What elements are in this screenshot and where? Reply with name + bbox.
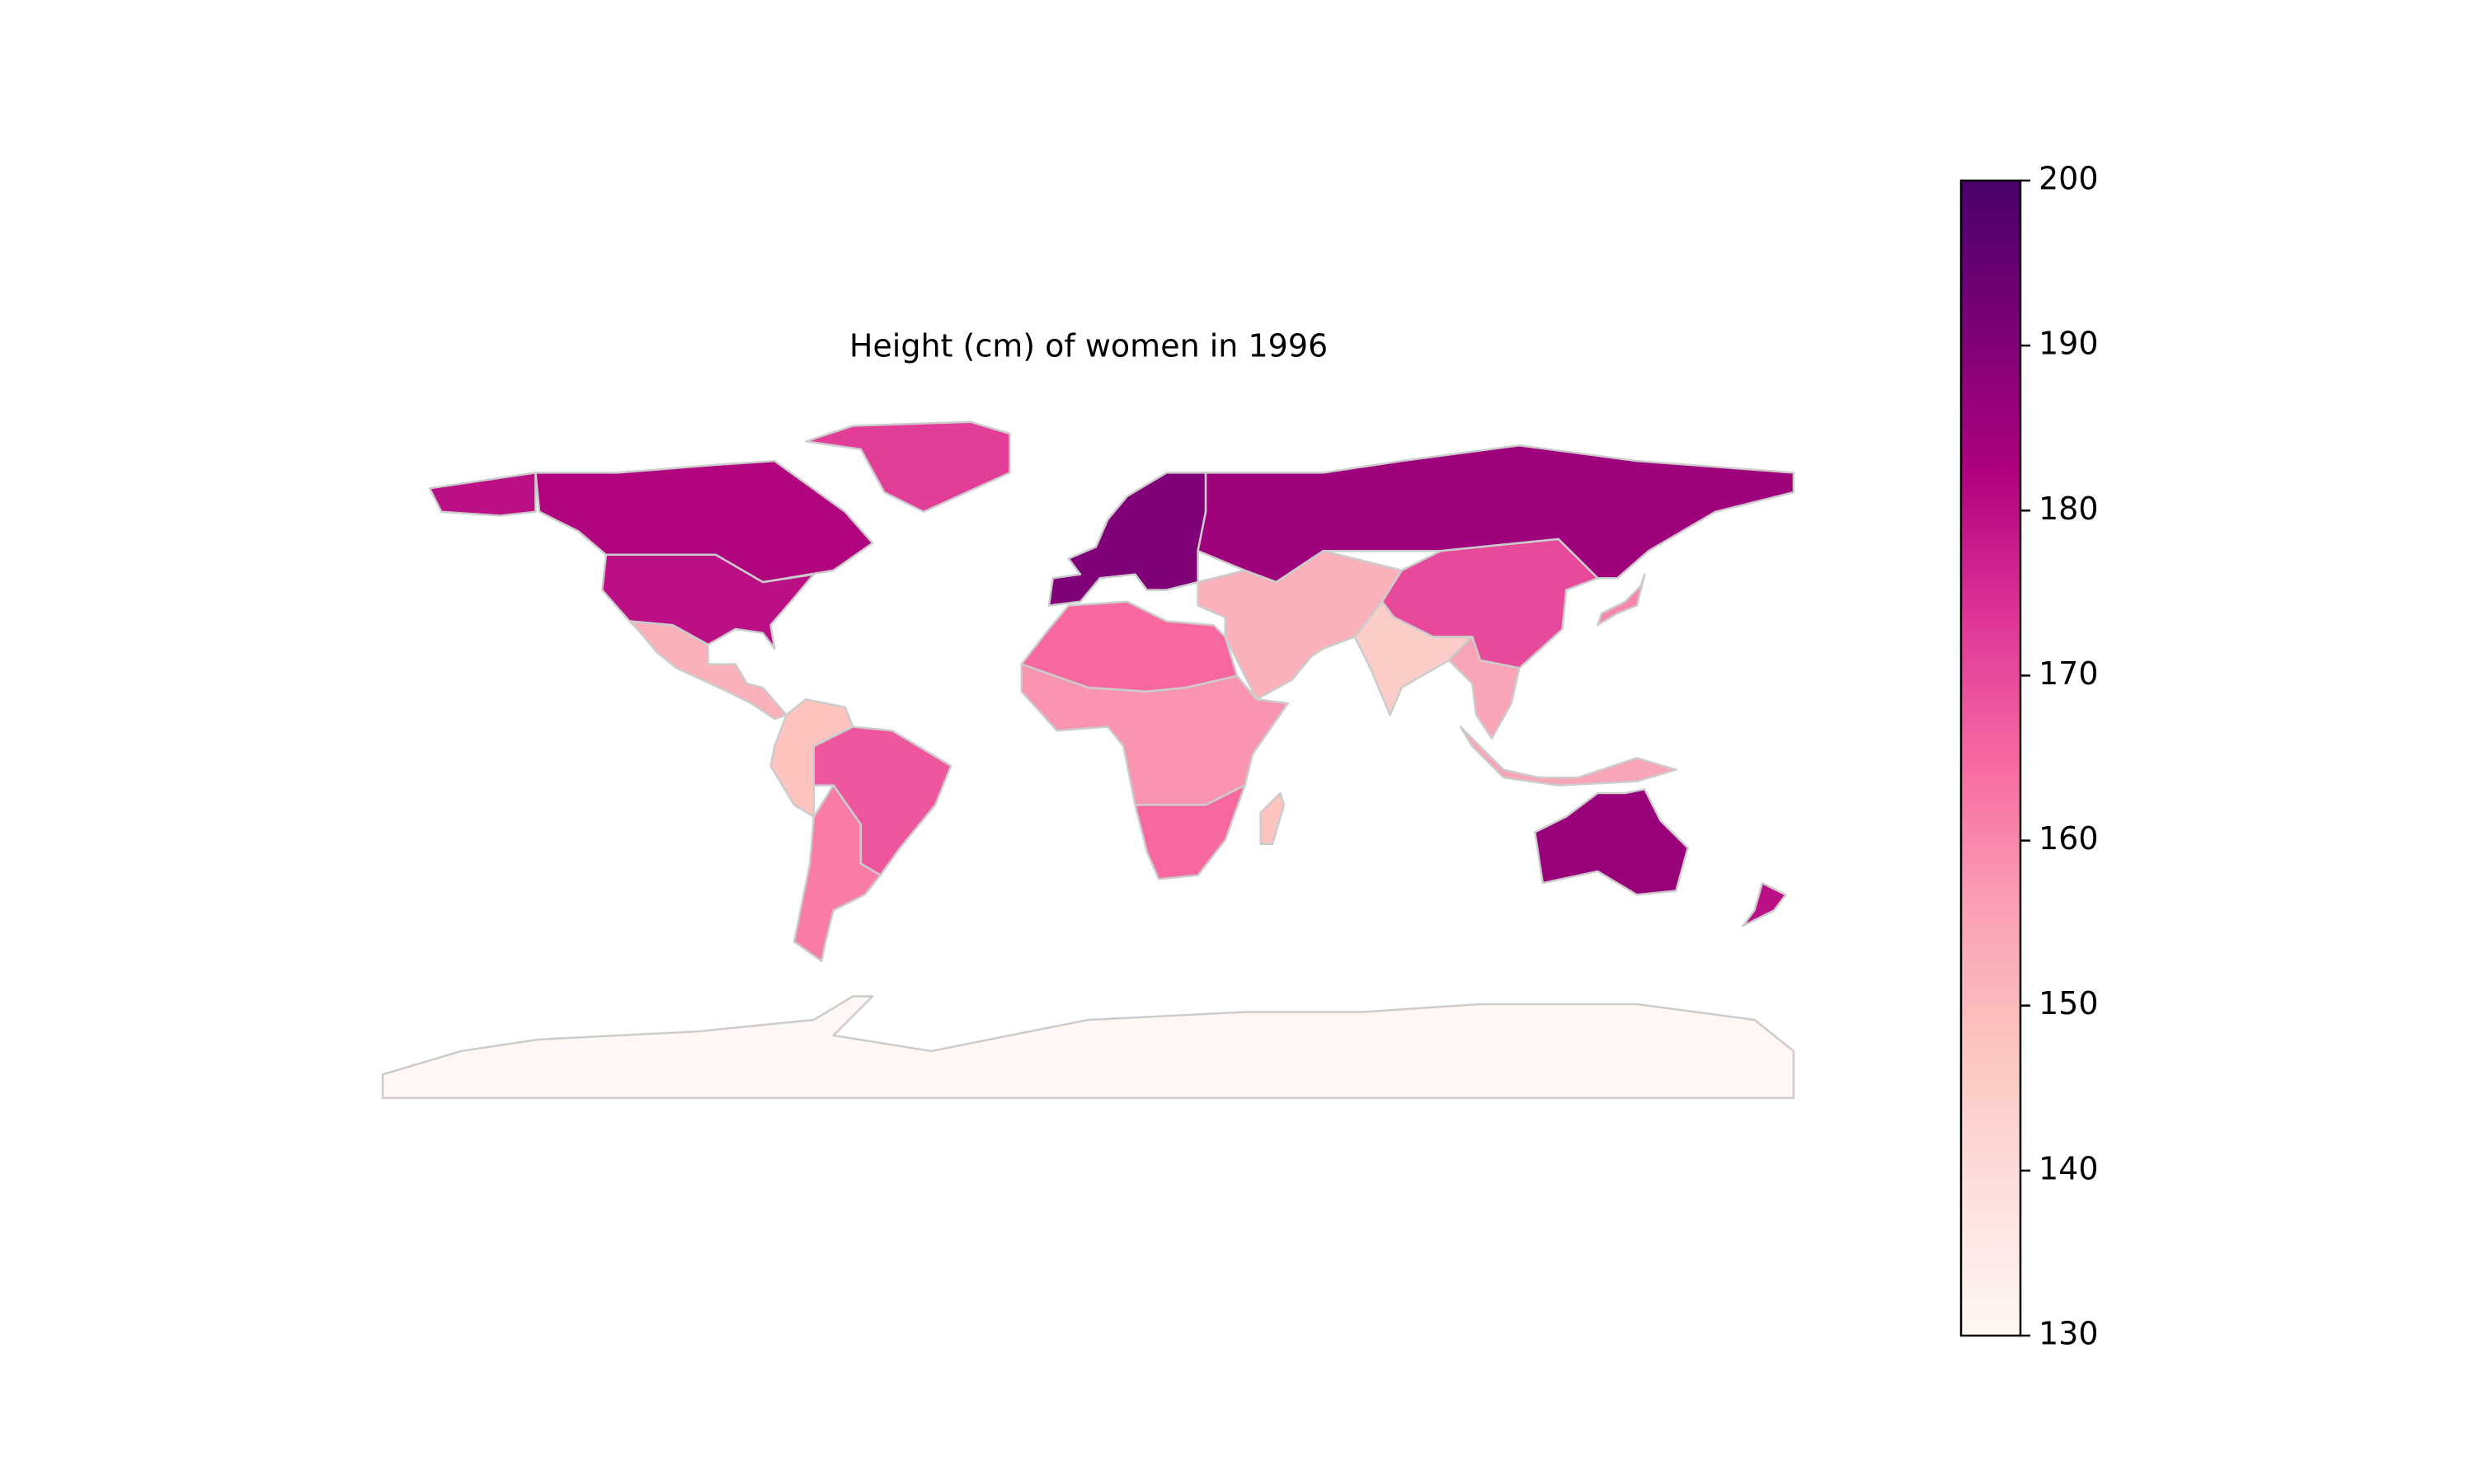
colorbar-fill bbox=[1959, 179, 2022, 1337]
colorbar-tick-label: 130 bbox=[2039, 1316, 2099, 1352]
region bbox=[805, 420, 1011, 514]
region bbox=[428, 472, 537, 517]
colorbar-tick-label: 150 bbox=[2039, 985, 2099, 1021]
colorbar-tick-label: 200 bbox=[2039, 161, 2099, 197]
colorbar-tick-label: 170 bbox=[2039, 655, 2099, 692]
region bbox=[1259, 791, 1286, 845]
region bbox=[1134, 784, 1246, 881]
map bbox=[381, 420, 1795, 1100]
colorbar-tick-label: 180 bbox=[2039, 491, 2099, 527]
region bbox=[793, 784, 882, 963]
region bbox=[1459, 726, 1677, 787]
colorbar: 130 140 150 160 170 180 190 200 bbox=[1959, 161, 2099, 1352]
region bbox=[1447, 636, 1521, 740]
region bbox=[1741, 881, 1787, 928]
region bbox=[1020, 663, 1290, 806]
map-title: Height (cm) of women in 1996 bbox=[849, 328, 1328, 364]
region bbox=[1597, 573, 1646, 627]
region bbox=[1534, 788, 1689, 896]
region bbox=[1197, 549, 1403, 701]
colorbar-tick-label: 190 bbox=[2039, 326, 2099, 362]
region bbox=[1047, 472, 1207, 607]
region bbox=[381, 995, 1795, 1100]
colorbar-tick-label: 140 bbox=[2039, 1150, 2099, 1186]
colorbar-tick-label: 160 bbox=[2039, 820, 2099, 857]
